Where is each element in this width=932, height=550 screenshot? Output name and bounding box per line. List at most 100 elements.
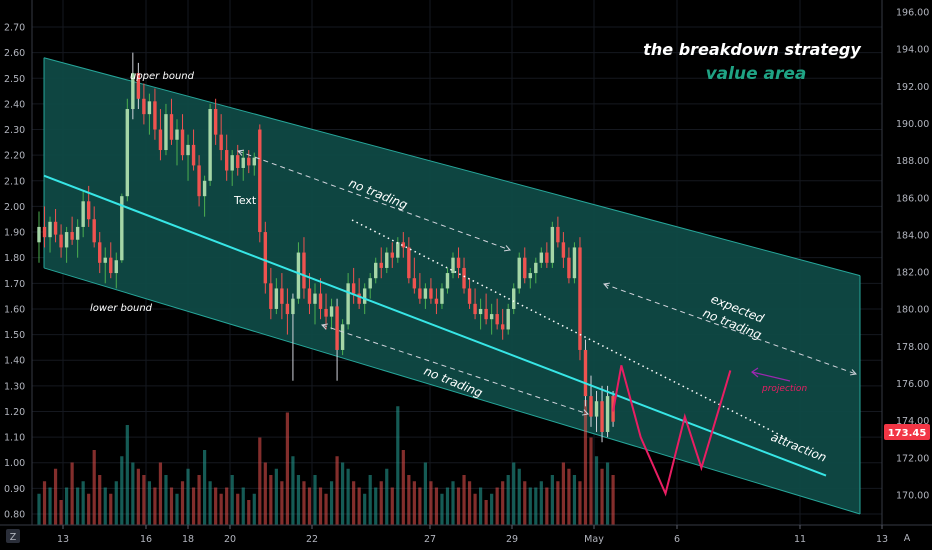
log-scale-toggle[interactable]: Z: [6, 529, 20, 543]
left-tick-label: 1.60: [4, 304, 25, 315]
projection-arrow-head: [750, 367, 759, 378]
candle-body: [302, 252, 306, 289]
candle-body: [379, 262, 383, 268]
candle-body: [545, 252, 549, 263]
candle-body: [103, 257, 107, 263]
no-trading-bottom-arrow-head: [321, 323, 328, 330]
x-tick-label: 29: [506, 534, 518, 545]
volume-bar: [180, 481, 185, 525]
left-tick-label: 1.30: [4, 381, 25, 392]
last-price-tag-box: [884, 424, 930, 440]
volume-bar: [103, 487, 107, 525]
left-tick-label: 1.20: [4, 407, 25, 418]
candle-body: [362, 288, 367, 304]
candle-body: [451, 257, 455, 274]
volume-bar: [583, 400, 588, 525]
x-tick-label: 22: [306, 534, 318, 545]
candle-body: [125, 109, 130, 197]
volume-bar: [274, 468, 278, 525]
candle-body: [423, 288, 428, 299]
no-trading-bottom-arrow-line: [321, 324, 589, 415]
candle-body: [346, 283, 350, 325]
candle-body: [307, 288, 312, 304]
right-tick-label: 196.00: [896, 8, 929, 19]
channel-upper-edge: [43, 57, 861, 277]
candle-body: [263, 232, 268, 284]
candle-body: [191, 144, 196, 166]
left-tick-label: 2.70: [4, 23, 25, 34]
candle-body: [506, 308, 510, 330]
candle-body: [495, 314, 499, 325]
chart-title: the breakdown strategy: [643, 40, 861, 59]
candle-body: [489, 314, 494, 320]
volume-bar: [258, 437, 262, 525]
channel-fill: [44, 57, 860, 514]
candle-body: [274, 288, 279, 309]
volume-bar: [556, 481, 560, 525]
volume-bar: [136, 468, 140, 525]
volume-bar: [81, 481, 85, 525]
volume-bar: [125, 425, 129, 525]
candle-body: [202, 180, 207, 197]
volume-bar: [230, 475, 234, 525]
volume-bar: [611, 475, 615, 525]
right-tick-label: 192.00: [896, 82, 929, 93]
right-tick-label: 174.00: [896, 416, 929, 427]
volume-bar: [296, 475, 301, 525]
candle-body: [396, 242, 400, 258]
volume-bar: [263, 462, 267, 525]
candle-body: [291, 298, 295, 315]
x-axis-ticks: 13 16 18 20 22 27 29 May 6 11 13: [57, 525, 888, 545]
projection-path: [612, 365, 732, 497]
volume-bar: [120, 456, 124, 525]
right-tick-label: 178.00: [896, 342, 929, 353]
x-tick-label: 27: [424, 534, 436, 545]
right-tick-label: 184.00: [896, 230, 929, 241]
upper-bound-label: upper bound: [130, 71, 195, 82]
candle-body: [523, 257, 527, 279]
x-tick-label: 13: [876, 534, 888, 545]
candle-body: [374, 262, 378, 279]
candle-body: [280, 288, 284, 304]
left-tick-label: 1.40: [4, 356, 25, 367]
candle-body: [318, 293, 323, 309]
auto-scale-button[interactable]: A: [904, 533, 911, 544]
chart-subtitle: value area: [706, 64, 807, 84]
candle-body: [517, 257, 521, 289]
text-label: Text: [233, 194, 257, 207]
candle-body: [53, 221, 58, 235]
candle-body: [456, 257, 461, 268]
right-tick-label: 194.00: [896, 45, 929, 56]
candle-body: [567, 257, 571, 279]
volume-bar: [379, 481, 383, 525]
volume-bar: [495, 487, 499, 525]
candles: [37, 52, 615, 443]
candle-body: [583, 349, 588, 397]
volume-bar: [484, 500, 488, 525]
candle-body: [351, 283, 356, 294]
candle-body: [98, 242, 102, 263]
volume-bar: [313, 475, 317, 525]
volume-bar: [53, 468, 58, 525]
volume-bar: [114, 481, 118, 525]
volume-bar: [191, 487, 196, 525]
candle-body: [600, 401, 604, 432]
volume-bar: [429, 481, 433, 525]
volume-bar: [65, 487, 69, 525]
candle-body: [186, 144, 190, 156]
right-tick-label: 190.00: [896, 119, 929, 130]
candle-body: [158, 129, 163, 151]
candle-body: [70, 232, 74, 240]
volume-bar: [37, 493, 41, 525]
volume-bar: [605, 462, 610, 525]
volume-bar: [451, 481, 455, 525]
right-tick-label: 176.00: [896, 379, 929, 390]
candle-body: [208, 109, 212, 181]
volume-bar: [445, 487, 450, 525]
candle-body: [418, 288, 422, 299]
candle-body: [241, 157, 245, 168]
candle-body: [385, 252, 389, 268]
candle-body: [230, 155, 234, 171]
volume-bar: [517, 468, 521, 525]
candle-body: [153, 101, 157, 130]
